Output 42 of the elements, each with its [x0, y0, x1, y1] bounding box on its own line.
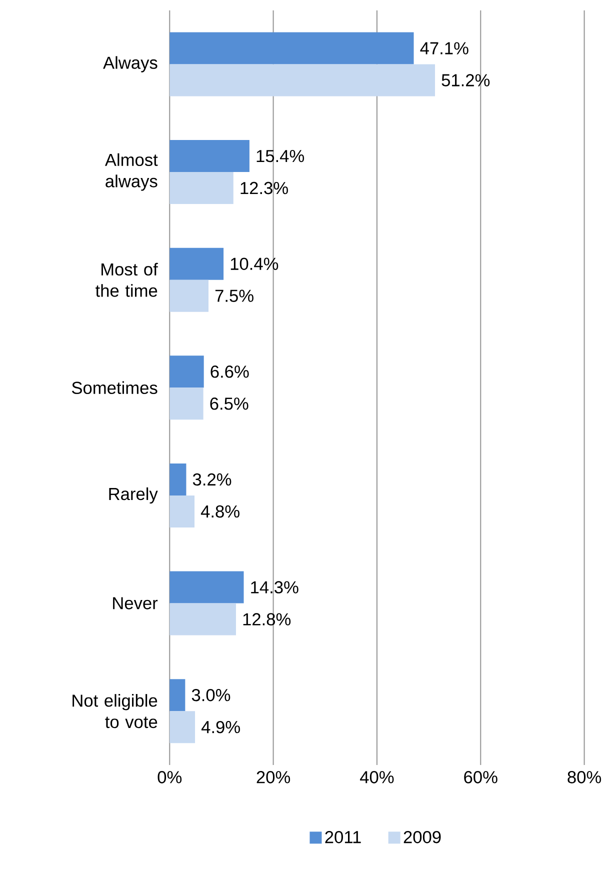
data-label: 47.1%	[420, 42, 469, 54]
data-label: 4.9%	[202, 720, 240, 734]
y-tick-label: Never	[113, 597, 158, 610]
bar	[170, 172, 234, 204]
y-tick-label: Not eligible to vote	[72, 694, 158, 728]
bar	[170, 711, 196, 744]
data-label: 3.2%	[193, 473, 232, 486]
y-tick-label: Most of the time	[96, 262, 158, 297]
data-label: 4.8%	[201, 505, 240, 518]
data-label: 12.3%	[240, 182, 288, 194]
data-label: 12.8%	[244, 613, 291, 626]
data-label: 6.6%	[210, 366, 249, 378]
x-tick-label: 40%	[360, 771, 394, 784]
bar	[170, 280, 209, 312]
bar	[170, 64, 436, 96]
y-tick-label: Sometimes	[72, 381, 158, 394]
data-label: 51.2%	[442, 74, 490, 86]
y-tick-label: Rarely	[109, 487, 158, 504]
bar	[170, 495, 195, 528]
bar	[170, 32, 414, 64]
y-tick-label: Almost always	[105, 153, 158, 191]
bar	[170, 603, 236, 636]
x-tick-label: 0%	[158, 771, 182, 784]
bar	[170, 248, 224, 280]
y-tick-label: Always	[103, 56, 158, 72]
x-tick-label: 60%	[464, 771, 498, 784]
bar	[170, 679, 186, 712]
data-label: 7.5%	[216, 290, 254, 302]
bar	[170, 356, 204, 388]
data-label: 15.4%	[257, 150, 304, 162]
legend-label: 2009	[404, 830, 441, 844]
bar	[170, 140, 250, 172]
data-label: 14.3%	[251, 581, 299, 594]
bar	[170, 463, 186, 496]
data-label: 3.0%	[192, 688, 230, 702]
x-tick-label: 20%	[257, 771, 290, 784]
data-label: 10.4%	[231, 258, 278, 270]
data-label: 6.5%	[210, 398, 248, 410]
bar	[170, 388, 204, 420]
bar	[170, 571, 244, 604]
x-tick-label: 80%	[568, 771, 602, 784]
legend-label: 2011	[325, 830, 361, 844]
